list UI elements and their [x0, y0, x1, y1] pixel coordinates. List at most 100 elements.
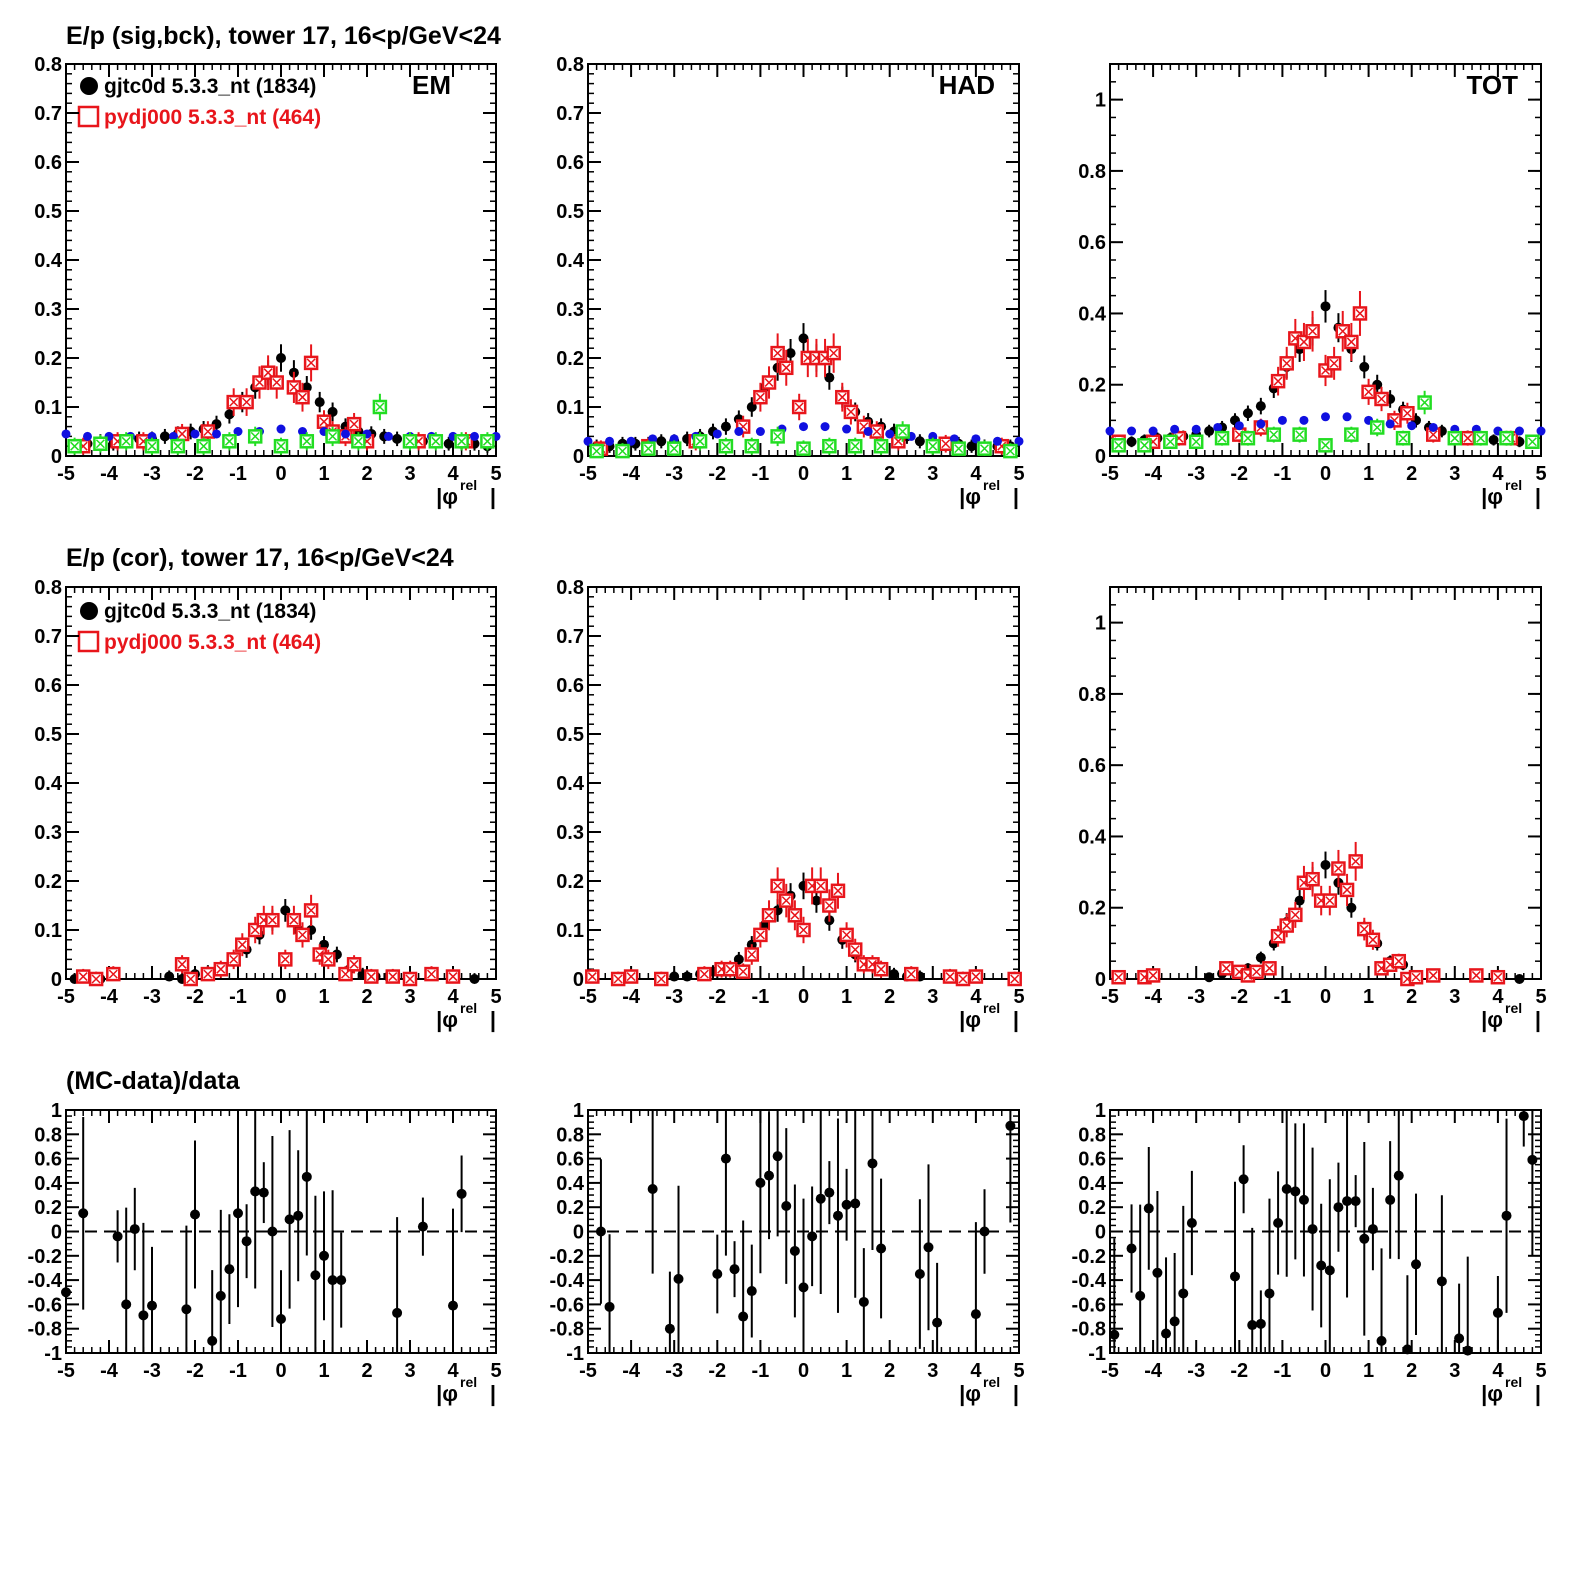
x-axis-label: |φ [1481, 1381, 1503, 1406]
data-point [932, 1317, 943, 1328]
y-tick-label: 0.6 [1078, 755, 1106, 777]
mc-point-cross [1217, 433, 1227, 443]
data-point [604, 1301, 615, 1312]
x-tick-label: 4 [447, 463, 459, 485]
x-tick-label: 4 [447, 1360, 459, 1382]
y-tick-label: 0.4 [34, 250, 63, 272]
mc-point-cross [1493, 972, 1503, 982]
mc-point-cross [725, 964, 735, 974]
data-point [867, 1158, 878, 1169]
mc-point-cross [1527, 437, 1537, 447]
x-tick-label: 2 [1406, 463, 1417, 485]
bck-point [755, 427, 765, 436]
mc-point-cross [824, 441, 834, 451]
data-point [720, 421, 731, 432]
data-point [889, 969, 900, 980]
y-tick-label: -0.2 [1072, 1246, 1106, 1268]
x-axis-label-close: | [1535, 1007, 1541, 1032]
mc-point-cross [1420, 398, 1430, 408]
x-tick-label: -1 [1274, 1360, 1292, 1382]
x-tick-label: -4 [622, 463, 641, 485]
mc-point-cross [1333, 863, 1343, 874]
mc-point-cross [1010, 974, 1020, 984]
y-tick-label: 0.3 [556, 299, 584, 321]
data-point [78, 1208, 89, 1219]
x-tick-label: 3 [927, 1360, 938, 1382]
mc-point-cross [764, 377, 774, 388]
mc-point-cross [297, 392, 308, 402]
x-tick-label: 3 [1449, 1360, 1460, 1382]
bck-point [298, 427, 307, 436]
x-tick-label: 1 [1363, 1360, 1374, 1382]
data-point [1488, 434, 1499, 445]
panel-sig-bck-em: 0 0.1 0.2 0.3 0.4 0.5 0.6 0.7 0.8 -5 -4 -3 -2 -1 0 1 2 3 4… [34, 54, 501, 509]
x-tick-label: 1 [1363, 463, 1374, 485]
x-tick-label: -3 [1187, 1360, 1205, 1382]
y-tick-label: 0 [573, 446, 584, 468]
panel-tag-had: HAD [939, 70, 995, 100]
bck-point [734, 427, 744, 436]
x-tick-label: 2 [884, 1360, 895, 1382]
x-tick-label: 4 [970, 1360, 982, 1382]
mc-point-cross [1308, 326, 1318, 336]
x-tick-label: 1 [318, 463, 329, 485]
data-point [712, 1269, 723, 1280]
mc-point-cross [1005, 446, 1015, 456]
bck-point [1385, 419, 1395, 429]
data-point [190, 1209, 200, 1220]
mc-point-cross [1114, 972, 1124, 982]
y-tick-label: 0.5 [556, 724, 584, 746]
bck-point [820, 422, 830, 432]
y-tick-label: 0.1 [34, 920, 62, 942]
legend-mc-label: pydj000 5.3.3_nt (464) [104, 631, 321, 654]
mc-point-cross [276, 441, 286, 451]
x-tick-label: 1 [841, 463, 852, 485]
mc-point-cross [280, 954, 290, 964]
x-tick-label: 0 [798, 1360, 809, 1382]
x-tick-label: -5 [57, 1360, 75, 1382]
bck-point [992, 436, 1002, 446]
y-tick-label: -0.6 [550, 1294, 584, 1316]
mc-point-cross [906, 969, 916, 979]
mc-point-cross [1243, 433, 1253, 443]
y-tick-label: 0.8 [34, 1124, 62, 1146]
bck-point [1428, 422, 1438, 432]
mc-point-cross [1428, 430, 1438, 440]
bck-point [712, 429, 722, 439]
data-point [159, 431, 170, 442]
bck-point [863, 427, 873, 436]
x-tick-label: 2 [884, 463, 895, 485]
mc-point-cross [1364, 387, 1374, 397]
mc-point-cross [876, 964, 886, 974]
bck-point [1407, 421, 1417, 431]
series-mc [1111, 841, 1506, 987]
series-mc [75, 894, 461, 987]
panel-cor-tot: 0 0.2 0.4 0.6 0.8 1 -5 -4 -3 -2 -1 0 1 2 3 4 5 |φ rel | [1078, 586, 1547, 1032]
y-tick-label: 0.5 [34, 201, 62, 223]
y-tick-label: 0.1 [556, 920, 584, 942]
y-tick-label: 1 [1095, 90, 1106, 112]
data-point [1109, 1329, 1120, 1340]
data-point [746, 1286, 757, 1297]
data-point [250, 1186, 261, 1197]
data-point [181, 1304, 192, 1315]
data-point [755, 1177, 766, 1188]
x-tick-label: -2 [708, 986, 726, 1008]
y-tick-label: -1 [1088, 1343, 1106, 1365]
y-tick-label: 0.6 [34, 1149, 62, 1171]
data-point [1393, 1170, 1404, 1181]
x-axis-label: |φ [1481, 1007, 1503, 1032]
x-tick-label: 3 [927, 463, 938, 485]
y-tick-label: -0.8 [550, 1319, 584, 1341]
x-tick-label: 3 [1449, 463, 1460, 485]
data-point [1238, 1174, 1249, 1185]
mc-point-cross [1351, 856, 1361, 866]
x-tick-label: -2 [186, 463, 204, 485]
data-point [1294, 895, 1305, 906]
data-point [319, 939, 329, 950]
x-tick-label: -1 [229, 463, 247, 485]
x-tick-label: -4 [1144, 1360, 1163, 1382]
mc-point-cross [592, 446, 602, 456]
mc-point-cross [1471, 970, 1481, 980]
